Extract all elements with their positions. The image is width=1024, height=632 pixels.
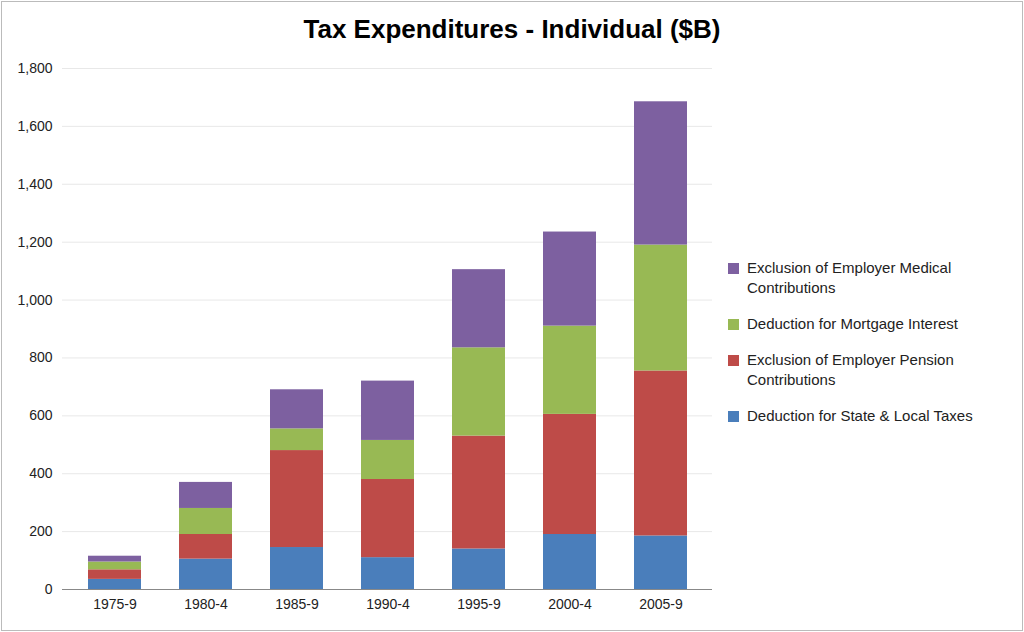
html-text:Exclusion of Employer Pension: Exclusion of Employer Pension Contributi… xyxy=(747,350,954,388)
svg-text:1,200: 1,200 xyxy=(17,234,52,250)
html-text:Tax Expenditures - Individual: Tax Expenditures - Individual ($B) xyxy=(303,14,721,44)
svg-text:0: 0 xyxy=(45,581,53,597)
svg-text:1985-9: 1985-9 xyxy=(275,596,319,612)
svg-text:1975-9: 1975-9 xyxy=(93,596,137,612)
html-text:Deduction for State & Local Ta: Deduction for State & Local Taxes xyxy=(747,406,973,424)
svg-text:1995-9: 1995-9 xyxy=(457,596,501,612)
html-text:Deduction for Mortgage Interes: Deduction for Mortgage Interest xyxy=(747,314,958,332)
svg-text:600: 600 xyxy=(29,407,53,423)
svg-text:2005-9: 2005-9 xyxy=(639,596,683,612)
svg-text:1,000: 1,000 xyxy=(17,292,52,308)
svg-text:2000-4: 2000-4 xyxy=(548,596,592,612)
svg-text:1990-4: 1990-4 xyxy=(366,596,410,612)
svg-text:800: 800 xyxy=(29,349,53,365)
html-text:Exclusion of Employer Medical: Exclusion of Employer Medical Contributi… xyxy=(747,258,952,296)
svg-text:1,400: 1,400 xyxy=(17,176,52,192)
svg-text:200: 200 xyxy=(29,523,53,539)
svg-text:1,600: 1,600 xyxy=(17,118,52,134)
svg-text:1,800: 1,800 xyxy=(17,60,52,76)
svg-text:1980-4: 1980-4 xyxy=(184,596,228,612)
svg-text:400: 400 xyxy=(29,465,53,481)
